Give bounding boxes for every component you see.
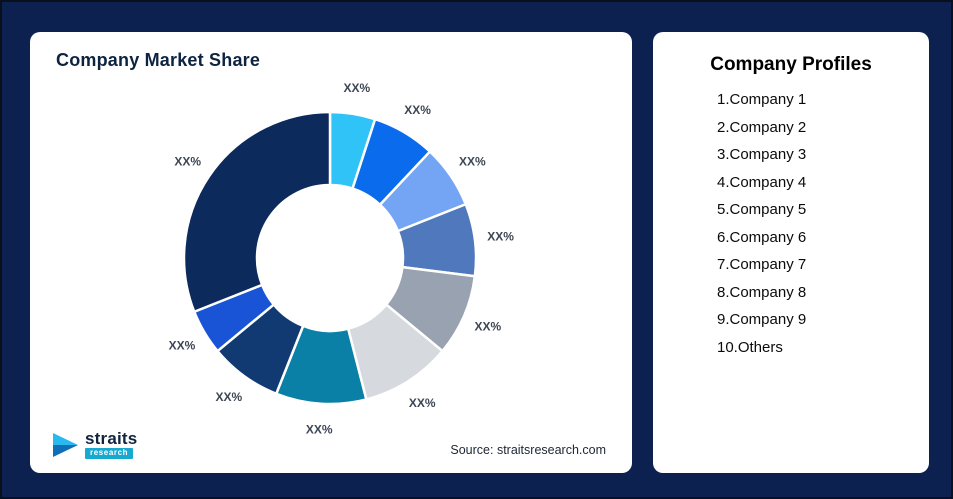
market-share-card: Company Market Share XX% XX% XX% XX% XX% XX% X… [30, 32, 632, 473]
profiles-title: Company Profiles [710, 54, 872, 75]
profile-list-item: 10.Others [717, 338, 783, 356]
slice-label: XX% [404, 103, 431, 117]
chart-title: Company Market Share [56, 50, 261, 70]
profile-list-item: 4.Company 4 [717, 173, 807, 191]
profile-list-item: 3.Company 3 [717, 146, 807, 163]
slice-label: XX% [344, 81, 371, 95]
profile-list-item: 1.Company 1 [717, 91, 807, 108]
company-profiles-card: Company Profiles 1.Company 1 2.Company 2 3… [653, 32, 929, 473]
straits-logo-icon [52, 432, 79, 458]
straits-logo-brand: straits [85, 429, 138, 448]
slice-label: XX% [475, 319, 502, 333]
straits-logo: straits research [52, 430, 137, 459]
profile-list-item: 7.Company 7 [717, 256, 807, 273]
slice-label: XX% [216, 390, 243, 404]
profile-list-item: 9.Company 9 [717, 311, 807, 328]
slice-label: XX% [174, 154, 201, 168]
slice-label: XX% [459, 154, 486, 168]
slice-label: XX% [409, 396, 436, 410]
slice-label: XX% [169, 339, 196, 353]
profile-list-item: 8.Company 8 [717, 283, 807, 301]
donut-segment [182, 110, 332, 313]
donut-chart: XX% XX% XX% XX% XX% XX% XX% XX% XX% XX% [169, 81, 515, 437]
slice-label: XX% [487, 229, 514, 243]
profile-list-item: 5.Company 5 [717, 201, 807, 218]
straits-logo-sub: research [85, 448, 134, 459]
source-text: Source: straitsresearch.com [450, 443, 606, 457]
profile-list-item: 2.Company 2 [717, 118, 807, 136]
profiles-list: 1.Company 1 2.Company 2 3.Company 3 4.Compa… [653, 86, 929, 361]
profile-list-item: 6.Company 6 [717, 228, 807, 246]
straits-logo-text: straits research [85, 430, 137, 459]
slice-label: XX% [306, 423, 333, 437]
